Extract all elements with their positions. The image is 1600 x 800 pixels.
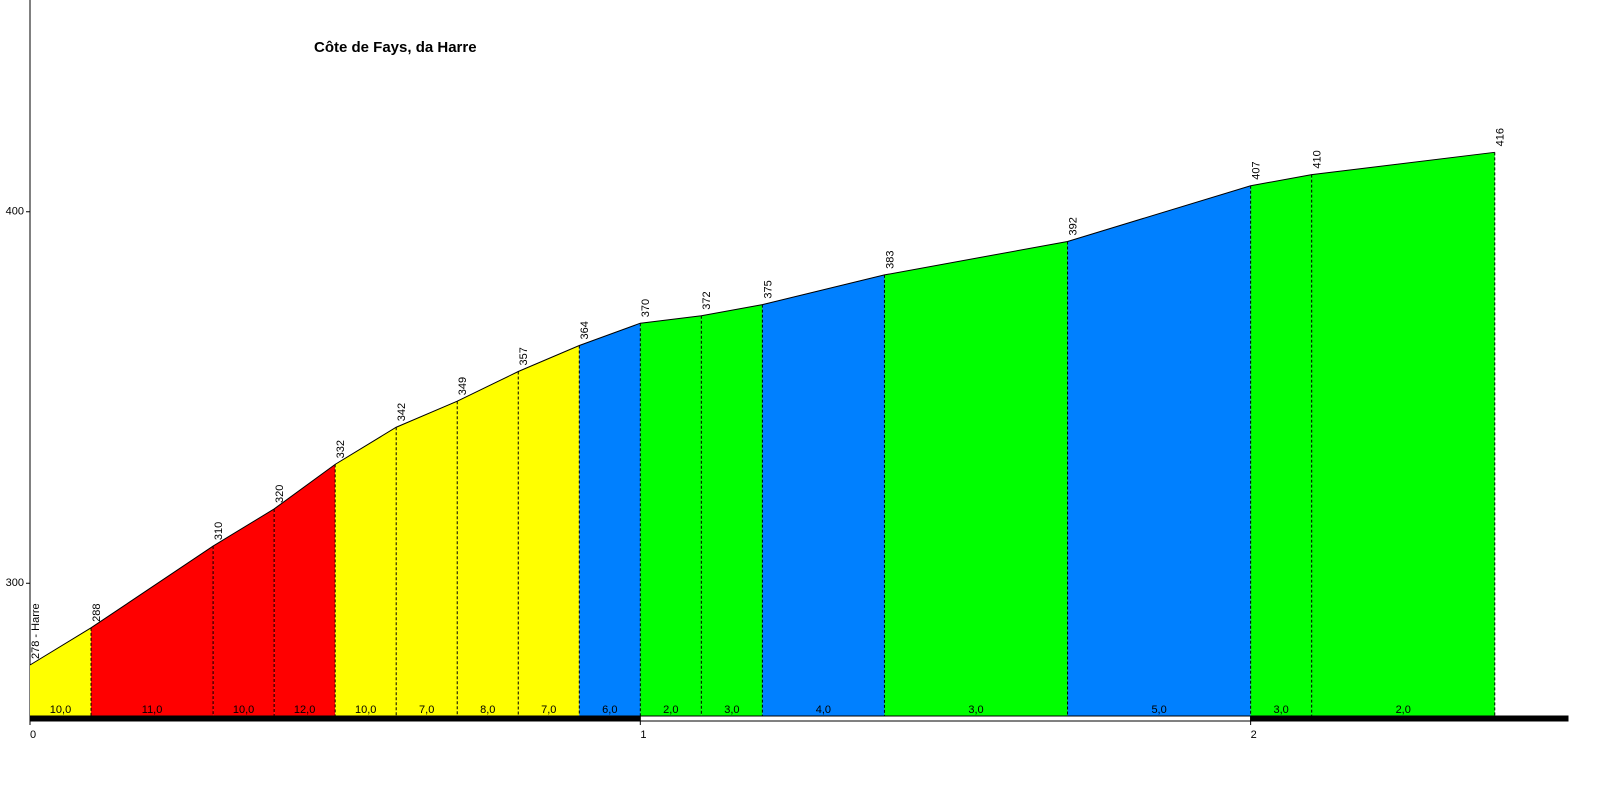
elevation-label: 392 xyxy=(1067,217,1079,235)
elevation-label: 375 xyxy=(762,280,774,298)
gradient-segment xyxy=(91,546,214,717)
gradient-segment xyxy=(1250,174,1312,718)
y-tick-label: 400 xyxy=(6,206,24,218)
gradient-label: 3,0 xyxy=(724,704,739,716)
gradient-label: 4,0 xyxy=(816,704,831,716)
gradient-label: 11,0 xyxy=(142,704,163,716)
elevation-label: 349 xyxy=(457,377,469,395)
gradient-segment xyxy=(701,304,763,717)
gradient-label: 12,0 xyxy=(294,704,315,716)
chart-title: Côte de Fays, da Harre xyxy=(314,39,477,56)
gradient-segment xyxy=(213,508,275,717)
elevation-label: 278 - Harre xyxy=(30,603,42,659)
gradient-segment xyxy=(640,315,702,717)
gradient-segment xyxy=(30,627,92,717)
gradient-label: 3,0 xyxy=(968,704,983,716)
elevation-label: 407 xyxy=(1251,161,1263,179)
gradient-segment xyxy=(396,401,458,717)
gradient-label: 2,0 xyxy=(1396,704,1411,716)
gradient-label: 8,0 xyxy=(480,704,495,716)
distance-band xyxy=(29,715,641,722)
elevation-label: 370 xyxy=(640,299,652,317)
gradient-segment xyxy=(518,345,580,717)
gradient-label: 2,0 xyxy=(663,704,678,716)
x-tick-label: 0 xyxy=(30,729,36,741)
elevation-label: 320 xyxy=(274,485,286,503)
gradient-segment xyxy=(335,427,397,717)
elevation-label: 410 xyxy=(1312,150,1324,168)
gradient-segment xyxy=(1067,185,1251,718)
elevation-label: 357 xyxy=(518,347,530,365)
gradient-segment xyxy=(274,464,336,717)
gradient-segment xyxy=(884,241,1068,717)
distance-band xyxy=(639,715,1252,722)
elevation-label: 383 xyxy=(884,251,896,269)
gradient-segment xyxy=(1311,152,1495,718)
profile-line xyxy=(29,151,1495,666)
gradient-label: 10,0 xyxy=(233,704,254,716)
elevation-label: 372 xyxy=(701,291,713,309)
gradient-segment xyxy=(762,274,885,717)
gradient-label: 5,0 xyxy=(1151,704,1166,716)
x-tick-label: 1 xyxy=(640,729,646,741)
y-tick-label: 300 xyxy=(6,577,24,589)
elevation-label: 364 xyxy=(579,321,591,339)
elevation-label: 288 xyxy=(91,603,103,621)
gradient-label: 10,0 xyxy=(50,704,71,716)
elevation-label: 332 xyxy=(335,440,347,458)
gradient-label: 7,0 xyxy=(419,704,434,716)
x-tick-label: 2 xyxy=(1251,729,1257,741)
distance-band xyxy=(1250,715,1569,722)
elevation-label: 342 xyxy=(396,403,408,421)
gradient-segment xyxy=(579,323,641,717)
gradient-label: 6,0 xyxy=(602,704,617,716)
gradient-label: 3,0 xyxy=(1274,704,1289,716)
elevation-label: 310 xyxy=(213,522,225,540)
gradient-segment xyxy=(457,371,519,717)
gradient-label: 7,0 xyxy=(541,704,556,716)
gradient-label: 10,0 xyxy=(355,704,376,716)
elevation-label: 416 xyxy=(1495,128,1507,146)
